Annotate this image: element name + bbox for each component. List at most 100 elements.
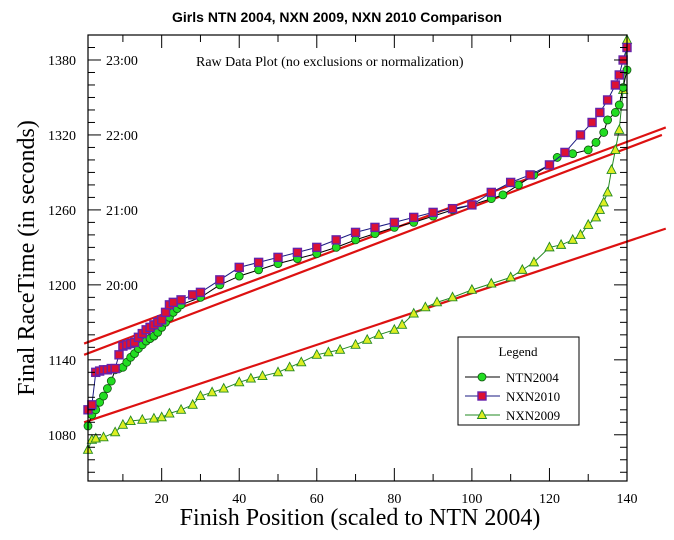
data-point [552, 153, 562, 162]
data-point [350, 227, 361, 238]
data-point [528, 256, 540, 267]
chart-annotation: Raw Data Plot (no exclusions or normaliz… [196, 55, 464, 70]
data-point [606, 163, 617, 174]
trend-line-ntn2004-fit [83, 133, 663, 356]
data-point [595, 107, 605, 118]
data-point [603, 115, 613, 125]
x-tick-label: 100 [461, 492, 482, 507]
x-tick-label: 80 [387, 492, 401, 507]
chart-title: Girls NTN 2004, NXN 2009, NXN 2010 Compa… [172, 9, 502, 25]
x-tick-label: 60 [310, 492, 324, 507]
plot-frame [87, 34, 628, 482]
legend-entry: NXN2009 [465, 408, 560, 423]
legend-label: NXN2010 [506, 389, 560, 404]
data-point [187, 398, 198, 409]
data-point [602, 95, 613, 105]
data-point [106, 376, 116, 386]
data-point [396, 318, 408, 329]
data-point [505, 271, 516, 282]
data-point [420, 301, 431, 312]
data-point [195, 287, 206, 298]
data-point [594, 203, 606, 214]
data-point [498, 190, 508, 200]
data-point [544, 241, 555, 252]
data-point [109, 426, 121, 437]
y-time-label: 20:00 [106, 279, 138, 294]
y-axis-title: Final RaceTime (in seconds) [14, 120, 40, 396]
data-point [234, 262, 244, 273]
x-tick-label: 140 [617, 492, 638, 507]
data-point [514, 180, 523, 190]
data-point [117, 418, 129, 429]
data-point [361, 333, 373, 344]
data-point [467, 200, 477, 210]
data-point [245, 372, 257, 383]
data-point [447, 291, 458, 302]
x-tick-label: 120 [539, 492, 560, 507]
data-point [331, 235, 341, 245]
legend-title: Legend [499, 344, 538, 359]
data-point [284, 361, 295, 372]
data-point [137, 413, 148, 424]
data-point [568, 149, 578, 159]
axes: 20 40 60 80 100 120 140 1080 1140 1200 1260 1320 138… [48, 34, 638, 507]
data-point [218, 382, 229, 393]
legend-label: NTN2004 [506, 370, 559, 385]
plot-area [82, 34, 667, 454]
data-point [187, 290, 198, 300]
data-point [164, 407, 175, 418]
data-point [312, 242, 322, 253]
data-point [583, 145, 593, 155]
data-point [87, 400, 97, 410]
legend-label: NXN2009 [506, 408, 560, 423]
legend-entry: NXN2010 [465, 389, 560, 404]
data-point [90, 432, 102, 443]
data-point [102, 384, 112, 393]
data-point [273, 252, 283, 263]
data-point [431, 296, 443, 307]
data-point [125, 415, 136, 425]
data-point [98, 431, 109, 442]
data-point [544, 160, 555, 170]
data-point [560, 147, 570, 158]
data-point [555, 238, 567, 249]
data-point [272, 366, 284, 377]
data-point [525, 170, 535, 180]
data-point [114, 350, 124, 360]
x-axis-title: Finish Position (scaled to NTN 2004) [180, 505, 541, 531]
data-point [195, 390, 206, 400]
data-point [602, 186, 613, 197]
y-time-label: 22:00 [106, 129, 138, 144]
data-point [99, 391, 108, 401]
data-point [447, 203, 458, 214]
y-tick-label: 1140 [49, 354, 76, 369]
trend-line-nxn2009-fit [83, 227, 667, 424]
data-point [148, 412, 160, 423]
y-tick-label: 1320 [48, 129, 76, 144]
data-point [466, 283, 478, 294]
data-point [486, 277, 497, 288]
legend-entry: NTN2004 [465, 370, 559, 385]
data-point [257, 370, 268, 381]
data-point [517, 263, 528, 274]
y-tick-label: 1080 [48, 429, 76, 444]
data-point [486, 187, 496, 198]
data-point [599, 128, 609, 137]
data-point [311, 348, 323, 359]
data-point [233, 376, 245, 387]
y-tick-label: 1200 [48, 279, 76, 294]
series-nxn2010 [83, 42, 632, 415]
data-point [234, 271, 244, 281]
data-point [110, 363, 120, 374]
legend: Legend NTN2004 NXN2010 NXN2009 [457, 336, 580, 426]
data-point [591, 138, 601, 147]
data-point [610, 108, 620, 117]
data-point [409, 212, 419, 223]
data-point [614, 70, 624, 80]
data-point [373, 328, 385, 339]
data-point [428, 207, 438, 218]
y-tick-label: 1260 [48, 204, 76, 219]
legend-marker-circle [477, 372, 487, 382]
y-time-label: 21:00 [106, 204, 138, 219]
data-point [598, 196, 609, 207]
